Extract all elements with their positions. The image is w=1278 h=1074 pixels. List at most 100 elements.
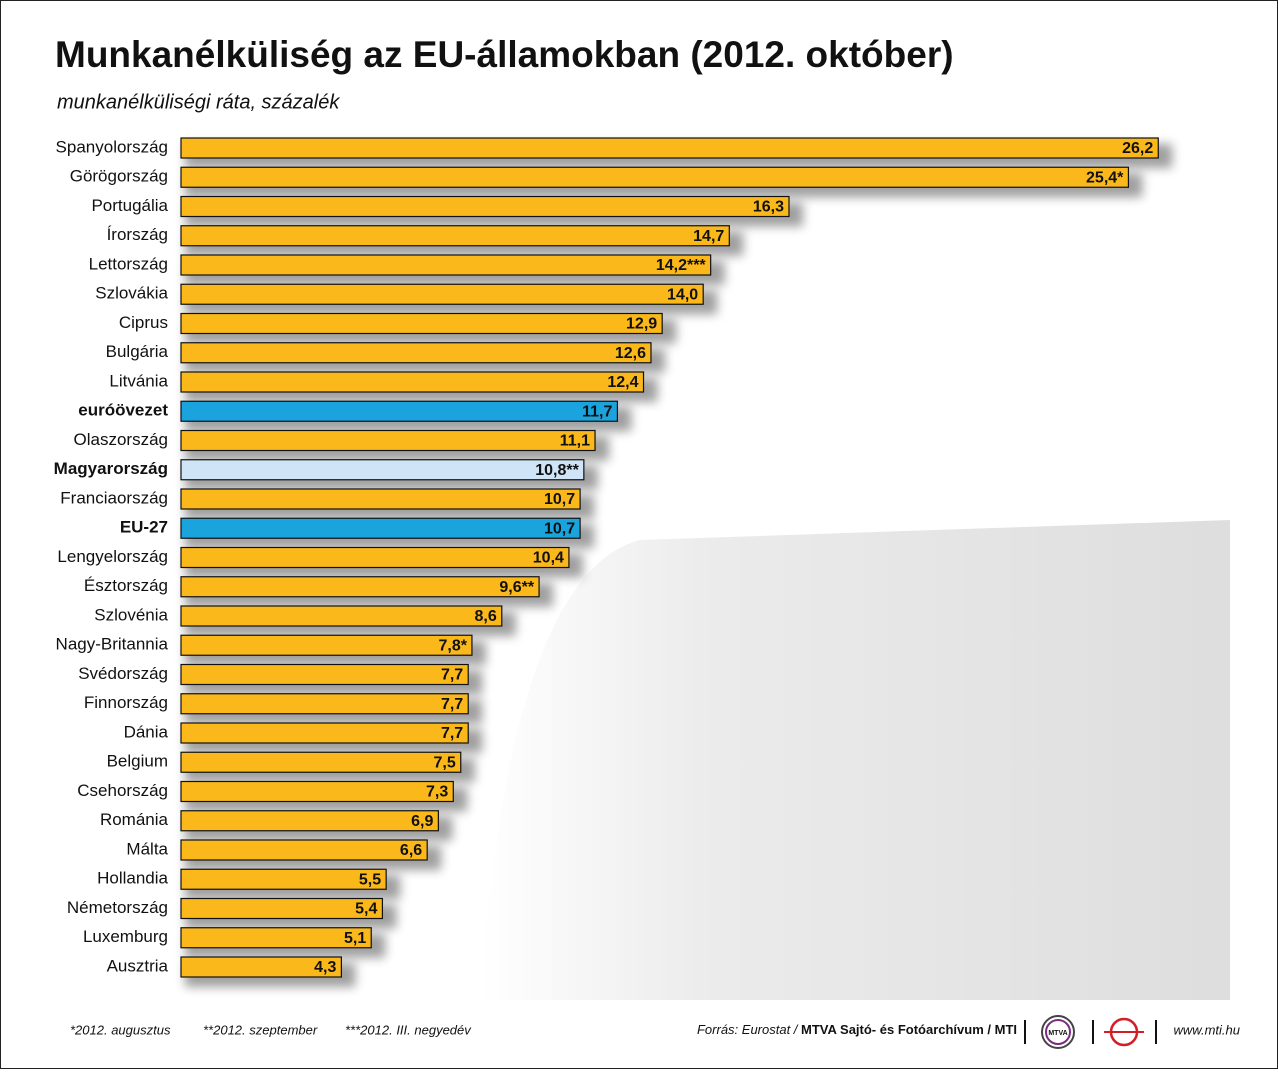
- value-label: 12,4: [607, 374, 638, 391]
- bar: [180, 225, 730, 247]
- value-label: 7,5: [434, 754, 456, 771]
- value-label: 10,7: [544, 520, 575, 537]
- category-label: Észtország: [84, 576, 168, 595]
- logo-text: MTVA: [1048, 1030, 1067, 1037]
- value-label: 12,9: [626, 316, 657, 333]
- value-label: 12,6: [615, 345, 646, 362]
- category-label: Finnország: [84, 693, 168, 712]
- category-label: Lengyelország: [57, 547, 168, 566]
- bar: [180, 810, 439, 832]
- category-label: euróövezet: [78, 401, 168, 420]
- bars: Spanyolország 26,2 Görögország 25,4* Portugá…: [54, 137, 1173, 987]
- value-label: 14,2***: [656, 257, 707, 274]
- bar: [180, 459, 585, 481]
- photo-placeholder: [480, 520, 1230, 1000]
- category-label: Nagy-Britannia: [56, 635, 169, 654]
- bar: [180, 839, 428, 861]
- value-label: 11,1: [560, 433, 590, 450]
- logo-ring: [1045, 1019, 1071, 1045]
- value-label: 7,3: [426, 784, 448, 801]
- category-label: Spanyolország: [56, 137, 168, 156]
- category-label: Hollandia: [97, 869, 168, 888]
- bar: [180, 868, 387, 890]
- category-label: Németország: [67, 898, 168, 917]
- bar: [180, 927, 372, 949]
- bar: [180, 312, 663, 335]
- value-label: 8,6: [475, 608, 497, 625]
- value-label: 6,9: [411, 813, 433, 830]
- bar: [180, 137, 1159, 159]
- category-label: Szlovénia: [94, 605, 168, 624]
- category-label: Bulgária: [106, 342, 169, 361]
- value-label: 7,7: [441, 725, 463, 742]
- value-label: 10,4: [533, 550, 564, 567]
- website: www.mti.hu: [1174, 1022, 1240, 1037]
- category-label: Szlovákia: [95, 284, 168, 303]
- bar: [180, 371, 645, 393]
- category-label: Franciaország: [60, 488, 168, 507]
- category-label: EU-27: [120, 518, 168, 537]
- footnote: **2012. szeptember: [203, 1022, 318, 1037]
- category-label: Dánia: [124, 722, 169, 741]
- category-label: Csehország: [77, 781, 168, 800]
- value-label: 14,7: [693, 228, 724, 245]
- category-label: Svédország: [78, 664, 168, 683]
- category-label: Románia: [100, 810, 169, 829]
- bar: [180, 634, 473, 656]
- category-label: Lettország: [89, 254, 168, 273]
- category-label: Ausztria: [107, 956, 169, 975]
- footnote: ***2012. III. negyedév: [345, 1022, 472, 1037]
- source-prefix: Forrás: Eurostat /: [697, 1022, 801, 1037]
- bar: [180, 663, 469, 686]
- category-label: Olaszország: [74, 430, 168, 449]
- bar: [180, 722, 469, 744]
- chart-subtitle: munkanélküliségi ráta, százalék: [57, 91, 340, 113]
- chart-title: Munkanélküliség az EU-államokban (2012. …: [55, 34, 954, 75]
- bar: [180, 254, 712, 276]
- value-label: 10,7: [544, 491, 575, 508]
- bar: [180, 283, 704, 305]
- bar: [180, 780, 454, 803]
- value-label: 7,8*: [438, 637, 467, 654]
- source: Forrás: Eurostat / MTVA Sajtó- és Fotóar…: [697, 1022, 1017, 1037]
- value-label: 4,3: [314, 959, 336, 976]
- value-label: 5,4: [355, 901, 377, 918]
- bar: [180, 576, 540, 598]
- category-label: Málta: [126, 839, 168, 858]
- category-label: Magyarország: [54, 459, 168, 478]
- bar: [180, 195, 790, 218]
- bar: [180, 400, 619, 422]
- value-label: 16,3: [753, 199, 784, 216]
- bar: [180, 693, 469, 715]
- value-label: 6,6: [400, 842, 422, 859]
- value-label: 26,2: [1122, 140, 1153, 157]
- category-label: Görögország: [70, 167, 168, 186]
- category-label: Írország: [107, 225, 168, 244]
- bar: [180, 956, 342, 978]
- bar: [180, 897, 384, 920]
- value-label: 9,6**: [499, 579, 534, 596]
- bar: [180, 517, 581, 539]
- category-label: Ciprus: [119, 313, 168, 332]
- value-label: 7,7: [441, 696, 463, 713]
- bar: [180, 429, 596, 452]
- value-label: 5,5: [359, 871, 381, 888]
- bar: [180, 546, 570, 569]
- bar: [180, 751, 462, 773]
- category-label: Luxemburg: [83, 927, 168, 946]
- bar: [180, 166, 1130, 188]
- category-label: Belgium: [107, 752, 168, 771]
- value-label: 14,0: [667, 286, 698, 303]
- bar: [180, 488, 581, 510]
- value-label: 25,4*: [1086, 169, 1124, 186]
- value-label: 11,7: [582, 403, 612, 420]
- value-label: 10,8**: [535, 462, 579, 479]
- bar: [180, 605, 503, 627]
- footnote: *2012. augusztus: [70, 1022, 171, 1037]
- value-label: 5,1: [344, 930, 366, 947]
- category-label: Portugália: [91, 196, 168, 215]
- source-bold: MTVA Sajtó- és Fotóarchívum / MTI: [801, 1022, 1017, 1037]
- bar: [180, 342, 652, 364]
- value-label: 7,7: [441, 667, 463, 684]
